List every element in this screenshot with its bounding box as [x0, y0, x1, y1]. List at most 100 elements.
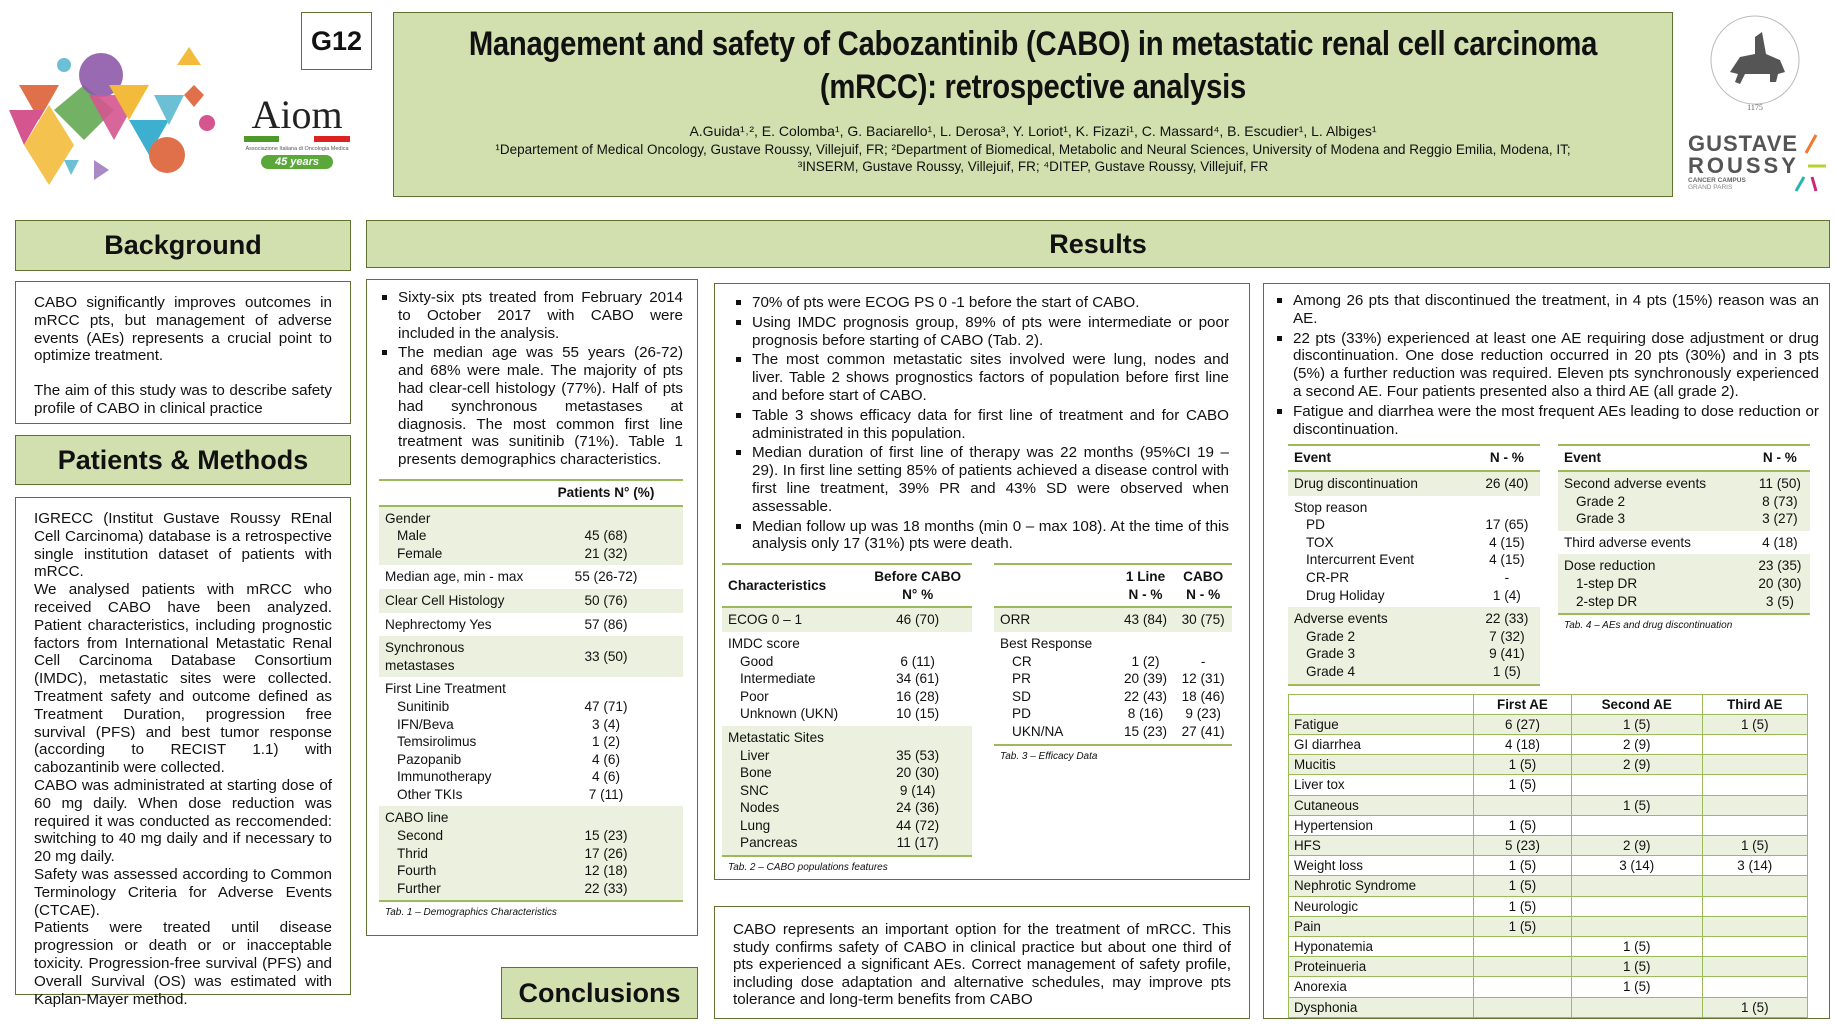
cell-value: 3 (27)	[1749, 510, 1810, 531]
cell-value: 1 (5)	[1473, 875, 1572, 897]
table-row: Median age, min - max 55 (26-72)	[379, 565, 683, 589]
cell-value	[1701, 956, 1809, 978]
cell-value: 1 (2)	[592, 734, 620, 750]
table-header-row: Event N - %	[1288, 445, 1540, 472]
cell-value: 20 (30)	[1749, 574, 1810, 593]
result-bullet: 70% of pts were ECOG PS 0 -1 before the …	[733, 294, 1229, 312]
table-row: PD 17 (65)	[1288, 516, 1540, 534]
row-label: ORR	[994, 607, 1117, 632]
methods-paragraph: We analysed patients with mRCC who recei…	[34, 581, 332, 777]
row-label: Lung	[722, 816, 864, 835]
row-label: HFS	[1288, 834, 1474, 857]
cell-value	[863, 632, 972, 653]
cell-value: 9 (14)	[863, 781, 972, 800]
table-2: Characteristics Before CABO N° % ECOG 0 – …	[722, 563, 972, 873]
row-label: Hypertension	[1288, 814, 1474, 836]
row-label: PD	[1306, 517, 1325, 533]
cell-value: 43 (84)	[1116, 607, 1175, 632]
table-row: PR 20 (39) 12 (31)	[994, 670, 1232, 688]
row-label: Second	[379, 827, 529, 845]
table-row: GI diarrhea 4 (18) 2 (9)	[1288, 733, 1809, 756]
cell-value: 1 (5)	[1473, 855, 1572, 877]
table-row: Intercurrent Event 4 (15)	[1288, 551, 1540, 569]
row-label: Unknown (UKN)	[740, 706, 839, 722]
cell-value	[1701, 774, 1809, 796]
cell-value	[1701, 915, 1809, 937]
cell-value: 1 (5)	[1473, 774, 1572, 796]
cell-value: 20 (30)	[863, 764, 972, 782]
row-label: Median age, min - max	[385, 569, 524, 585]
university-modena-seal: 1175	[1690, 12, 1820, 122]
results-column-2: 70% of pts were ECOG PS 0 -1 before the …	[714, 283, 1250, 880]
cell-value: 20 (39)	[1123, 671, 1168, 687]
row-label: Adverse events	[1288, 607, 1474, 628]
cell-value	[1174, 632, 1232, 653]
row-label: Grade 3	[1288, 645, 1474, 663]
table-row: Second 15 (23)	[379, 827, 683, 845]
cell-value: 1 (5)	[1570, 713, 1703, 735]
row-label: Grade 2	[1558, 492, 1750, 511]
row-label: Pain	[1288, 915, 1474, 937]
cell-value: 2 (9)	[1570, 733, 1703, 756]
table-row: Liver 35 (53)	[722, 746, 972, 765]
table-row: CABO line	[379, 806, 683, 828]
column-header: CABO N - %	[1174, 564, 1232, 609]
column-header	[1288, 693, 1474, 715]
row-label: First Line Treatment	[385, 681, 506, 697]
row-label: Metastatic Sites	[722, 725, 864, 747]
row-label: Hyponatemia	[1288, 935, 1474, 958]
column-header: N - %	[1749, 445, 1810, 472]
row-label: Synchronous metastases	[379, 636, 529, 678]
row-label: Cutaneous	[1288, 794, 1474, 816]
cell-value: 34 (61)	[896, 671, 940, 687]
table-row: Nodes 24 (36)	[722, 799, 972, 817]
cell-value	[1701, 895, 1809, 917]
cell-value: 4 (15)	[1489, 534, 1525, 550]
congress-logo	[9, 45, 219, 185]
results-column-1: Sixty-six pts treated from February 2014…	[366, 279, 698, 936]
cell-value: 17 (65)	[1485, 517, 1529, 533]
row-label: SNC	[722, 781, 864, 800]
cell-value: 27 (41)	[1181, 723, 1225, 739]
table-row: Drug Holiday 1 (4)	[1288, 587, 1540, 608]
results-column-3: Among 26 pts that discontinued the treat…	[1263, 283, 1830, 1019]
result-bullet: Sixty-six pts treated from February 2014…	[379, 289, 683, 342]
table-row: Fourth 12 (18)	[379, 862, 683, 880]
table-row: Female 21 (32)	[379, 544, 683, 566]
table-1: Patients N° (%) Gender Male 45 (68) Female 21…	[379, 478, 683, 918]
cell-value	[1117, 632, 1175, 653]
row-label: Dose reduction	[1558, 554, 1750, 575]
table-row: Neurologic 1 (5)	[1288, 895, 1809, 917]
cell-value: 5 (23)	[1473, 834, 1572, 857]
cell-value: 1 (5)	[1570, 935, 1703, 958]
row-label: IFN/Beva	[397, 716, 454, 732]
background-aim: The aim of this study was to describe sa…	[34, 382, 332, 417]
row-label: Pazopanib	[397, 751, 462, 767]
cell-value: 6 (11)	[900, 653, 935, 669]
row-label: Gender	[379, 505, 529, 528]
cell-value: 1 (5)	[1701, 996, 1809, 1018]
table-row: Immunotherapy 4 (6)	[379, 768, 683, 786]
table-caption: Tab. 3 – Efficacy Data	[1000, 750, 1098, 762]
table-header-row: Event N - %	[1558, 445, 1810, 472]
row-label: PD	[1012, 706, 1031, 722]
cell-value: -	[1504, 569, 1510, 585]
poster-title: Management and safety of Cabozantinib (C…	[468, 25, 1598, 106]
cell-value: 4 (18)	[1762, 534, 1798, 550]
table-row: Clear Cell Histology 50 (76)	[379, 588, 683, 613]
cell-value: 1 (4)	[1492, 587, 1521, 603]
cell-value: 22 (43)	[1123, 688, 1168, 704]
adverse-events-table: First AE Second AE Third AE Fatigue 6 (27) 1 …	[1288, 693, 1809, 1018]
column-header: Event	[1288, 445, 1474, 472]
table-row: IMDC score	[722, 632, 972, 653]
cell-value	[1473, 976, 1572, 998]
cell-value: 9 (41)	[1473, 645, 1540, 663]
cell-value: 16 (28)	[896, 688, 940, 704]
row-label: Bone	[722, 764, 864, 782]
row-label: Fatigue	[1288, 713, 1474, 735]
row-label: Anorexia	[1288, 976, 1474, 998]
row-label: Pancreas	[722, 834, 864, 857]
cell-value	[1701, 814, 1809, 836]
row-label: Grade 4	[1288, 662, 1474, 685]
cell-value: 15 (23)	[1123, 723, 1168, 739]
